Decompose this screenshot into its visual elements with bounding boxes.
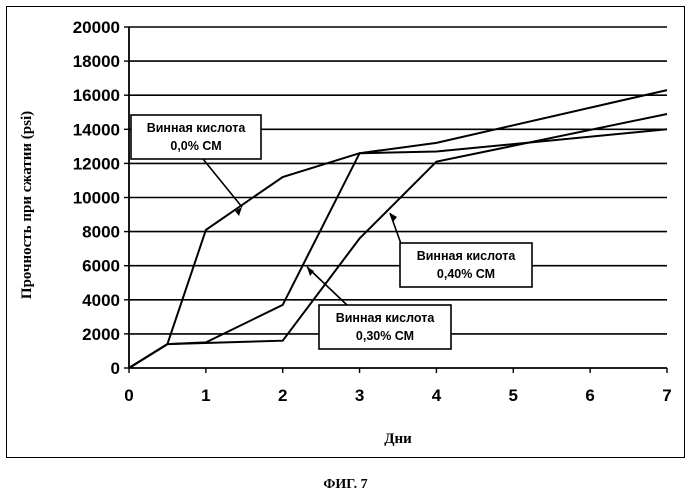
chart-svg: 0 2000 4000 6000 8000 10000 12000 14000 16000 180… — [7, 7, 686, 459]
callout-text-0: 0,0% СМ — [170, 139, 221, 153]
callout-arrowhead-1 — [307, 267, 314, 276]
y-tick-label: 4000 — [82, 291, 120, 310]
figure-caption: ФИГ. 7 — [0, 477, 691, 493]
x-tick-label: 4 — [432, 386, 442, 405]
y-tick-label: 20000 — [73, 18, 120, 37]
x-tick-label: 1 — [201, 386, 210, 405]
y-tick-label: 8000 — [82, 223, 120, 242]
y-tick-label: 2000 — [82, 325, 120, 344]
callout-text-0: Винная кислота — [147, 121, 247, 135]
callout-text-2: Винная кислота — [417, 249, 517, 263]
x-tick-label: 0 — [124, 386, 133, 405]
y-tick-label: 14000 — [73, 120, 120, 139]
x-tick-label: 7 — [662, 386, 671, 405]
callout-text-1: Винная кислота — [336, 311, 436, 325]
y-tick-label: 12000 — [73, 154, 120, 173]
x-tick-label: 5 — [509, 386, 518, 405]
x-tick-label: 2 — [278, 386, 287, 405]
y-tick-label: 16000 — [73, 86, 120, 105]
y-tick-label: 18000 — [73, 52, 120, 71]
callout-leader-0 — [203, 159, 242, 207]
callout-text-1: 0,30% СМ — [356, 329, 414, 343]
x-tick-label: 6 — [585, 386, 594, 405]
y-axis-title: Прочность при сжатии (psi) — [19, 111, 35, 299]
y-tick-label: 6000 — [82, 257, 120, 276]
x-tick-label: 3 — [355, 386, 364, 405]
grid-layer — [129, 27, 667, 334]
y-tick-label: 0 — [111, 359, 120, 378]
callout-text-2: 0,40% СМ — [437, 267, 495, 281]
y-tick-label: 10000 — [73, 189, 120, 208]
x-axis-title: Дни — [384, 431, 412, 447]
chart-frame: 0 2000 4000 6000 8000 10000 12000 14000 16000 180… — [6, 6, 685, 458]
